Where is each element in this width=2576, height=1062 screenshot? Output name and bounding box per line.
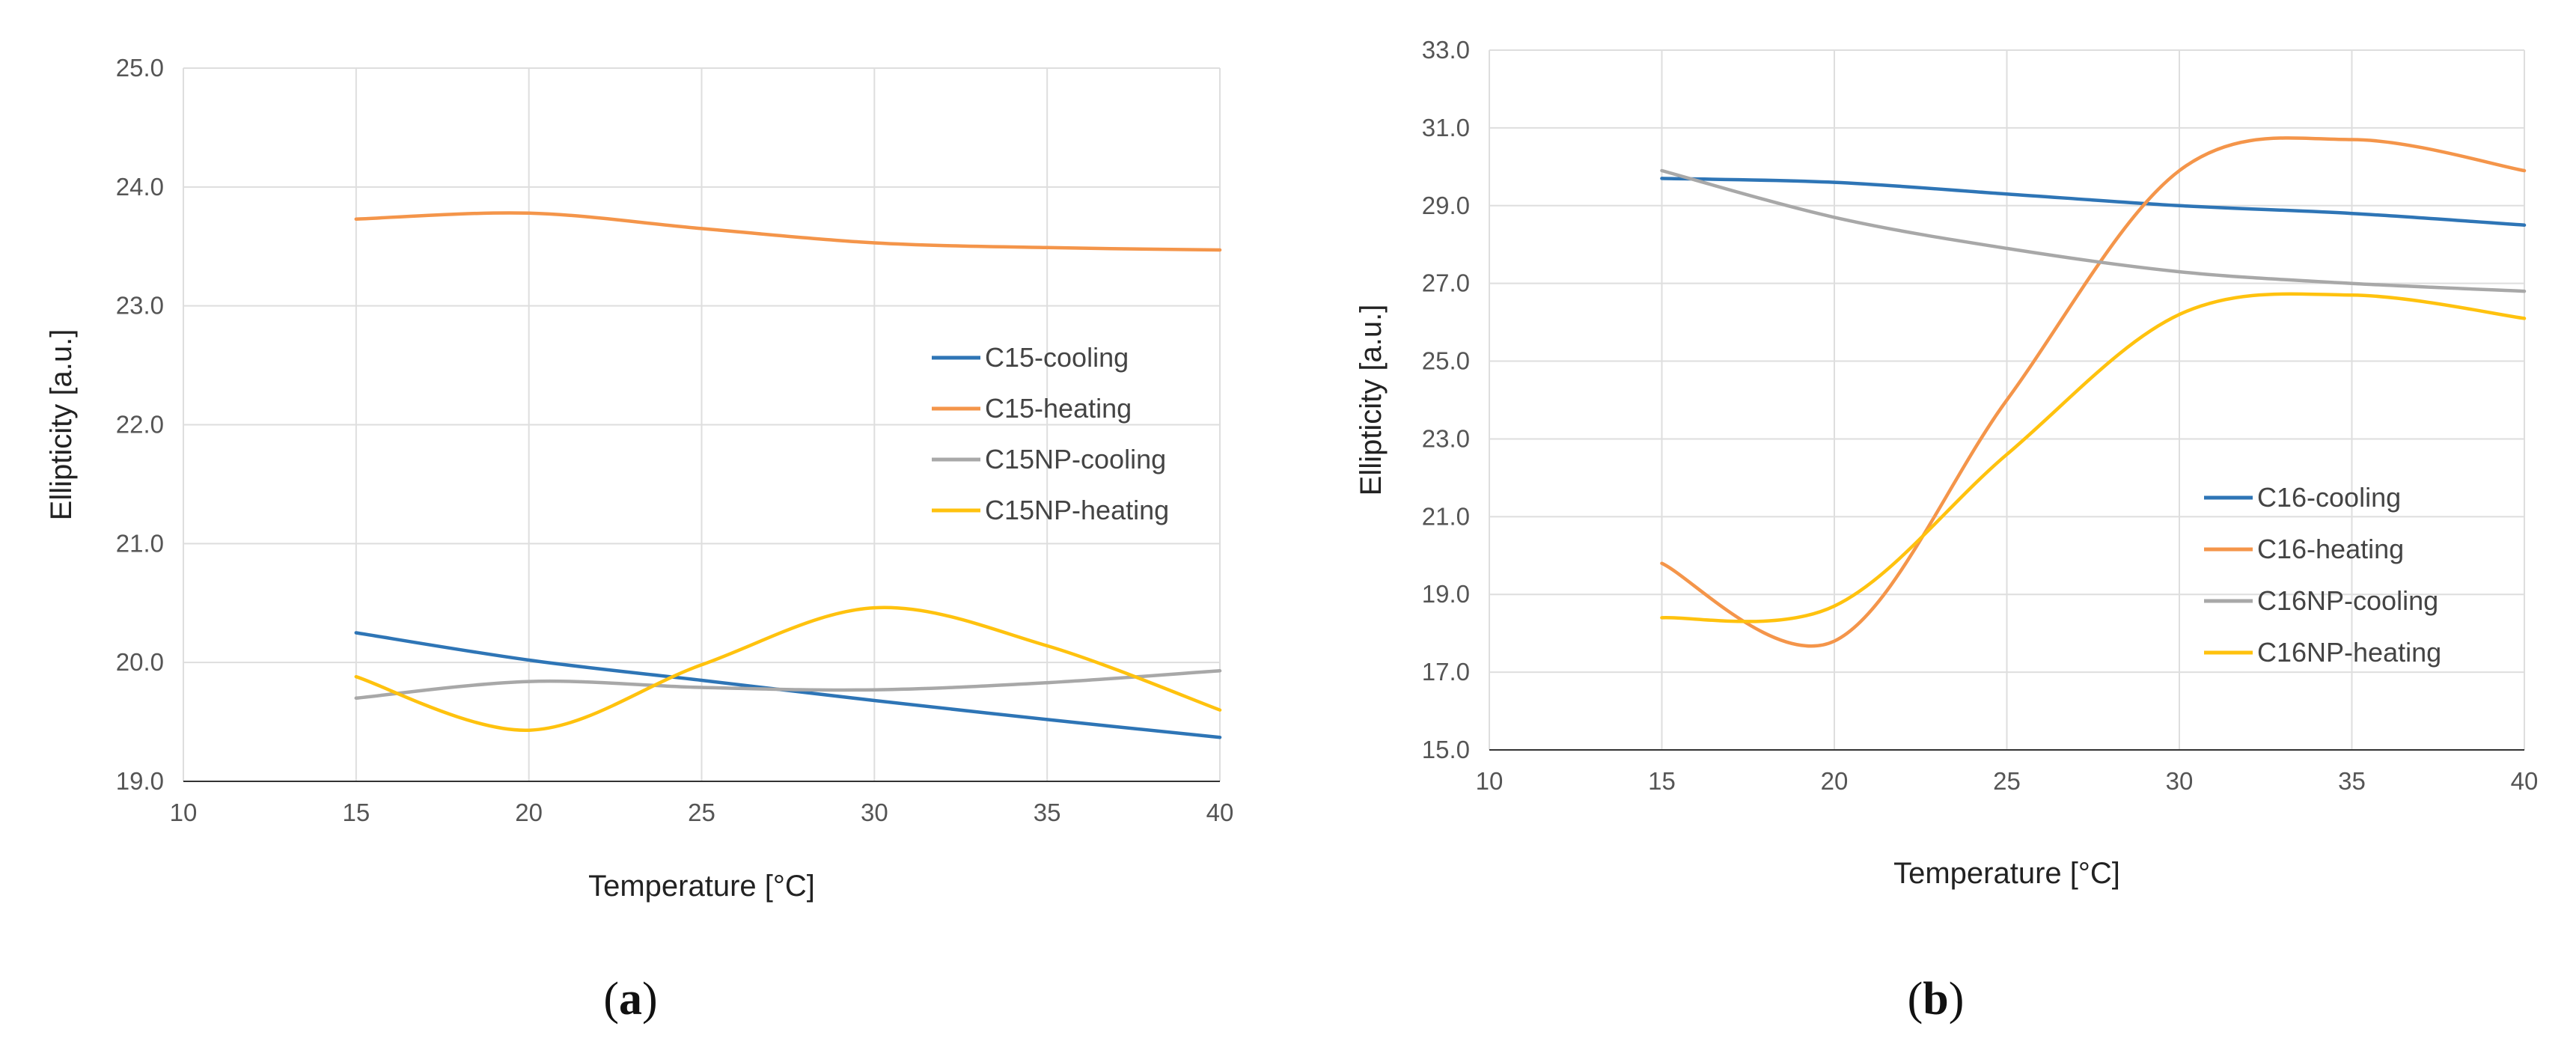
panel-label: (b) <box>1908 974 1965 1025</box>
legend-label: C16-heating <box>2257 534 2404 564</box>
legend-label: C15NP-heating <box>985 495 1169 525</box>
legend: C15-cooling C15-heating C15NP-cooling C15NP… <box>932 342 1169 525</box>
series-line-c16-heating <box>1660 136 2527 648</box>
x-tick-label: 35 <box>1034 799 1061 826</box>
y-tick-label: 20.0 <box>116 648 164 676</box>
chart-panel-a: 19.0 20.0 21.0 22.0 23.0 24.0 25.0 10 15 20 25 30 35… <box>45 54 1233 1025</box>
y-tick-label: 33.0 <box>1422 36 1470 64</box>
x-tick-label: 20 <box>515 799 543 826</box>
legend-label: C16NP-heating <box>2257 637 2441 668</box>
y-tick-label: 23.0 <box>1422 424 1470 452</box>
x-tick-label: 25 <box>688 799 715 826</box>
x-axis-title: Temperature [°C] <box>1893 857 2120 890</box>
x-tick-label: 10 <box>1476 767 1504 795</box>
series-line-c16-cooling <box>1660 177 2527 228</box>
x-tick-label: 35 <box>2338 767 2366 795</box>
y-tick-label: 23.0 <box>116 292 164 320</box>
series-line-c15np-heating <box>354 605 1222 732</box>
legend-label: C15-cooling <box>985 342 1129 373</box>
y-axis-title: Ellipticity [a.u.] <box>45 329 78 521</box>
y-tick-label: 21.0 <box>1422 502 1470 530</box>
panel-label: (a) <box>603 974 657 1025</box>
legend-label: C15NP-cooling <box>985 444 1166 474</box>
y-tick-label: 15.0 <box>1422 736 1470 763</box>
x-axis-title: Temperature [°C] <box>588 870 815 903</box>
x-tick-label: 40 <box>2511 767 2539 795</box>
series-line-c15np-cooling <box>354 669 1222 701</box>
x-tick-label: 15 <box>1648 767 1676 795</box>
legend-label: C16-cooling <box>2257 482 2401 513</box>
x-tick-label: 15 <box>342 799 370 826</box>
x-tick-label: 30 <box>2166 767 2194 795</box>
legend-label: C16NP-cooling <box>2257 585 2438 616</box>
series-line-c16np-heating <box>1660 292 2527 623</box>
y-tick-label: 25.0 <box>116 54 164 82</box>
y-tick-label: 29.0 <box>1422 192 1470 219</box>
x-tick-label: 25 <box>1993 767 2021 795</box>
y-tick-label: 19.0 <box>116 767 164 795</box>
y-tick-label: 17.0 <box>1422 658 1470 686</box>
chart-panel-b: 15.0 17.0 19.0 21.0 23.0 25.0 27.0 29.0 31.0 33.0… <box>1355 36 2538 1025</box>
y-tick-label: 21.0 <box>116 529 164 557</box>
x-tick-label: 10 <box>170 799 198 826</box>
legend-label: C15-heating <box>985 393 1132 424</box>
y-axis-title: Ellipticity [a.u.] <box>1355 305 1388 496</box>
series-line-c16np-cooling <box>1660 168 2527 293</box>
x-tick-label: 40 <box>1206 799 1234 826</box>
y-tick-label: 31.0 <box>1422 114 1470 141</box>
y-tick-label: 27.0 <box>1422 269 1470 297</box>
y-tick-label: 25.0 <box>1422 347 1470 375</box>
legend: C16-cooling C16-heating C16NP-cooling C16NP… <box>2204 482 2441 668</box>
x-tick-label: 20 <box>1821 767 1849 795</box>
y-tick-label: 22.0 <box>116 411 164 439</box>
series-line-c15-heating <box>354 211 1222 252</box>
y-tick-label: 19.0 <box>1422 580 1470 608</box>
y-tick-label: 24.0 <box>116 173 164 201</box>
x-tick-label: 30 <box>861 799 888 826</box>
